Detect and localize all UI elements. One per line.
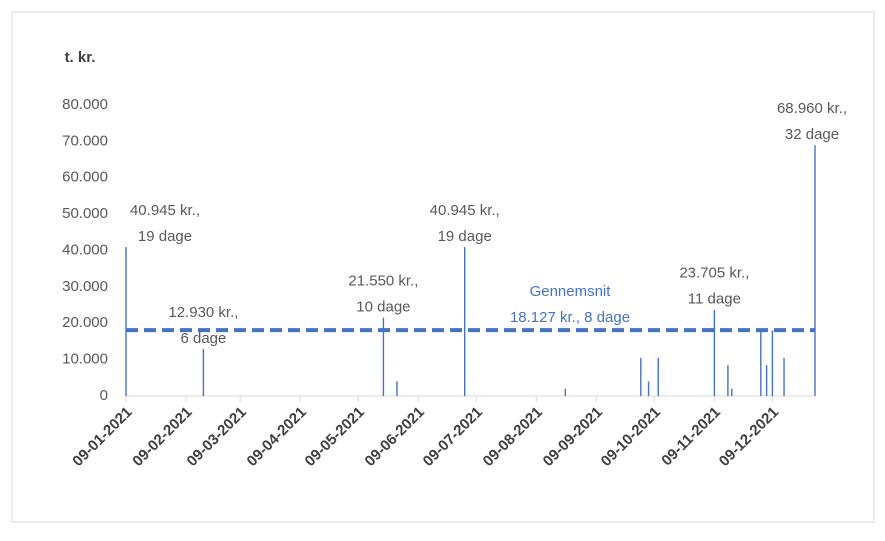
bar bbox=[771, 330, 774, 396]
data-label: 10 dage bbox=[356, 299, 410, 316]
data-label: 19 dage bbox=[438, 228, 492, 245]
data-label: 19 dage bbox=[138, 228, 192, 245]
y-tick-label: 30.000 bbox=[62, 278, 108, 295]
chart-frame bbox=[11, 11, 875, 523]
bar bbox=[814, 145, 816, 396]
data-label: 11 dage bbox=[688, 291, 741, 308]
y-axis-label: t. kr. bbox=[65, 49, 96, 66]
data-label: 23.705 kr., bbox=[679, 265, 749, 282]
y-tick-label: 60.000 bbox=[62, 169, 108, 186]
bar bbox=[647, 381, 650, 396]
bar bbox=[463, 247, 466, 396]
y-tick-label: 10.000 bbox=[62, 351, 108, 368]
bar bbox=[765, 365, 768, 396]
y-tick-label: 80.000 bbox=[62, 96, 108, 113]
bar bbox=[760, 330, 762, 396]
bar bbox=[731, 388, 733, 396]
average-label: 18.127 kr., 8 dage bbox=[510, 309, 630, 326]
bar bbox=[783, 357, 785, 396]
data-label: 12.930 kr., bbox=[168, 304, 238, 321]
bar bbox=[202, 348, 205, 396]
y-tick-label: 0 bbox=[100, 387, 108, 404]
average-name: Gennemsnit bbox=[530, 283, 612, 300]
data-label: 6 dage bbox=[180, 330, 226, 347]
y-tick-label: 40.000 bbox=[62, 241, 108, 258]
data-label: 40.945 kr., bbox=[430, 202, 500, 219]
bar bbox=[657, 357, 659, 396]
y-tick-label: 50.000 bbox=[62, 205, 108, 222]
y-tick-label: 70.000 bbox=[62, 132, 108, 149]
y-tick-label: 20.000 bbox=[62, 314, 108, 331]
bar bbox=[713, 309, 716, 396]
bar bbox=[727, 365, 729, 396]
bar bbox=[396, 381, 398, 396]
data-label: 68.960 kr., bbox=[777, 100, 847, 117]
data-label: 32 dage bbox=[785, 126, 839, 143]
data-label: 40.945 kr., bbox=[130, 202, 200, 219]
bar bbox=[640, 357, 642, 396]
bar bbox=[125, 247, 127, 396]
bar bbox=[382, 317, 385, 396]
data-label: 21.550 kr., bbox=[348, 273, 418, 290]
bar bbox=[564, 388, 567, 396]
